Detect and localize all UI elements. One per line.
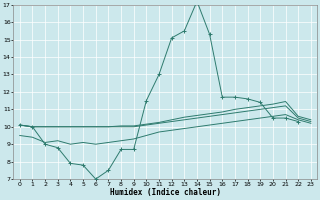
X-axis label: Humidex (Indice chaleur): Humidex (Indice chaleur) xyxy=(110,188,221,197)
